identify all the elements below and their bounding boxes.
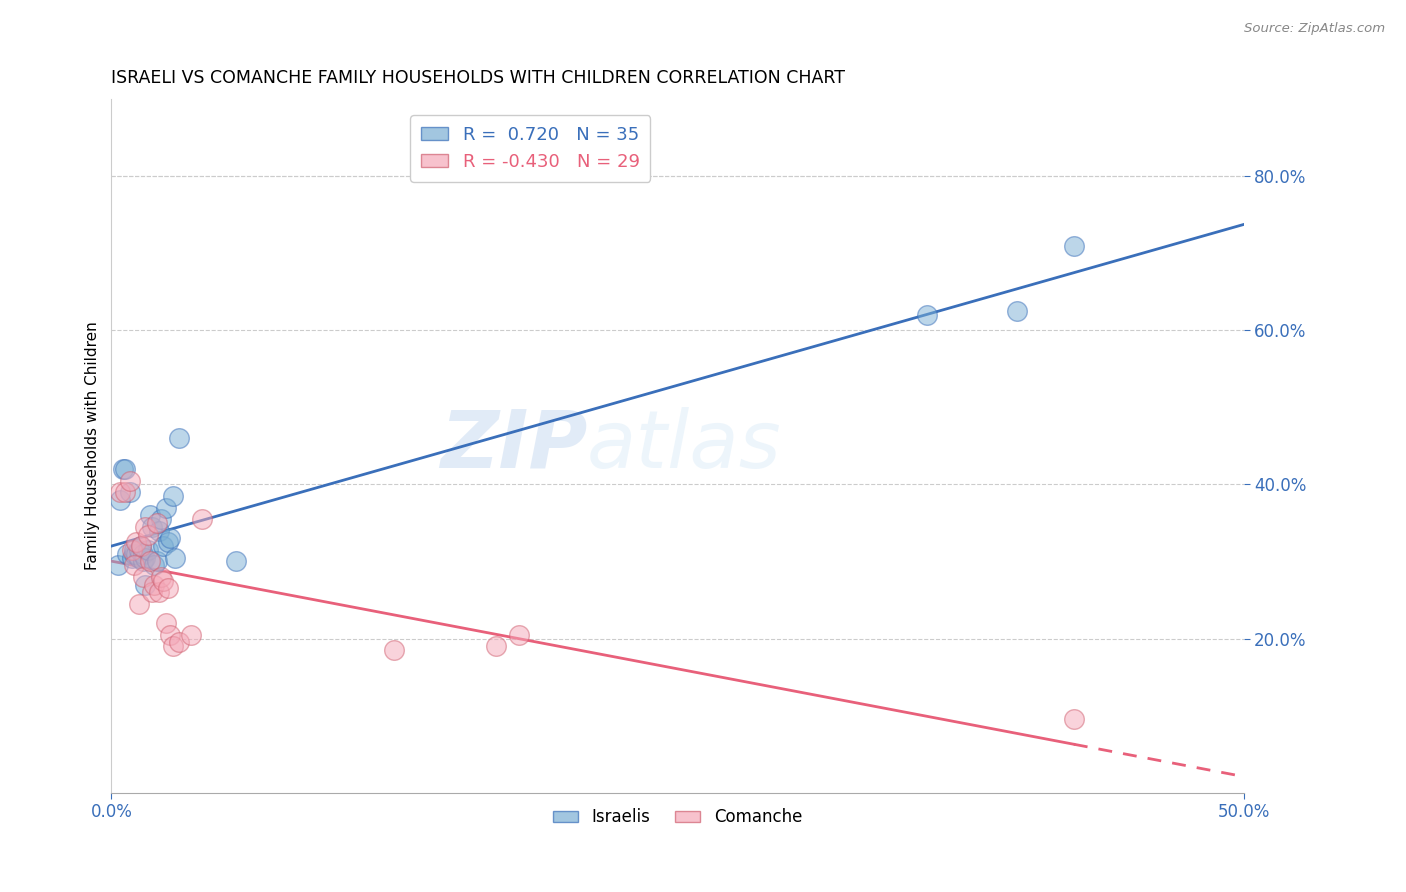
Point (122, 547, 145, 561)
Point (139, 508, 162, 523)
Point (117, 547, 139, 561)
Point (157, 582, 180, 596)
Point (110, 485, 132, 500)
Point (129, 539, 152, 553)
Point (1007, 304, 1029, 318)
Point (384, 643, 406, 657)
Text: ZIP: ZIP (440, 407, 586, 485)
Point (141, 585, 163, 599)
Text: Source: ZipAtlas.com: Source: ZipAtlas.com (1244, 22, 1385, 36)
Point (114, 462, 136, 476)
Point (180, 628, 202, 642)
Point (141, 520, 163, 534)
Point (163, 550, 186, 565)
Point (134, 520, 156, 534)
Point (150, 570, 173, 584)
Point (122, 558, 145, 573)
Point (162, 640, 184, 654)
Point (114, 485, 136, 500)
Point (111, 462, 134, 476)
Point (485, 640, 508, 654)
Point (122, 543, 145, 558)
Point (128, 543, 150, 558)
Point (145, 516, 167, 530)
Point (159, 628, 181, 642)
Point (143, 577, 166, 591)
Point (150, 512, 173, 526)
Point (136, 543, 159, 558)
Legend: Israelis, Comanche: Israelis, Comanche (547, 802, 808, 833)
Point (134, 577, 156, 591)
Point (132, 554, 155, 568)
Point (128, 597, 150, 611)
Point (143, 558, 166, 573)
Point (508, 628, 530, 642)
Point (169, 431, 191, 445)
Point (157, 535, 180, 549)
Point (118, 474, 141, 488)
Point (915, 308, 938, 322)
Point (107, 558, 129, 573)
Point (159, 532, 181, 546)
Point (1063, 713, 1085, 727)
Point (121, 543, 143, 558)
Point (139, 554, 162, 568)
Point (125, 547, 148, 561)
Point (152, 574, 174, 588)
Text: ISRAELI VS COMANCHE FAMILY HOUSEHOLDS WITH CHILDREN CORRELATION CHART: ISRAELI VS COMANCHE FAMILY HOUSEHOLDS WI… (111, 69, 845, 87)
Point (145, 554, 167, 568)
Point (136, 527, 159, 541)
Point (128, 550, 150, 565)
Point (134, 550, 156, 565)
Point (225, 554, 247, 568)
Point (162, 489, 184, 503)
Point (125, 535, 148, 549)
Point (191, 512, 214, 526)
Y-axis label: Family Households with Children: Family Households with Children (86, 321, 100, 570)
Point (155, 500, 177, 515)
Point (132, 570, 155, 584)
Point (155, 616, 177, 631)
Point (121, 550, 143, 565)
Point (132, 547, 155, 561)
Point (118, 485, 141, 500)
Point (152, 539, 174, 553)
Point (148, 585, 170, 599)
Point (169, 635, 191, 649)
Point (1063, 238, 1085, 252)
Text: atlas: atlas (586, 407, 782, 485)
Point (110, 492, 132, 507)
Point (148, 524, 170, 538)
Point (129, 539, 152, 553)
